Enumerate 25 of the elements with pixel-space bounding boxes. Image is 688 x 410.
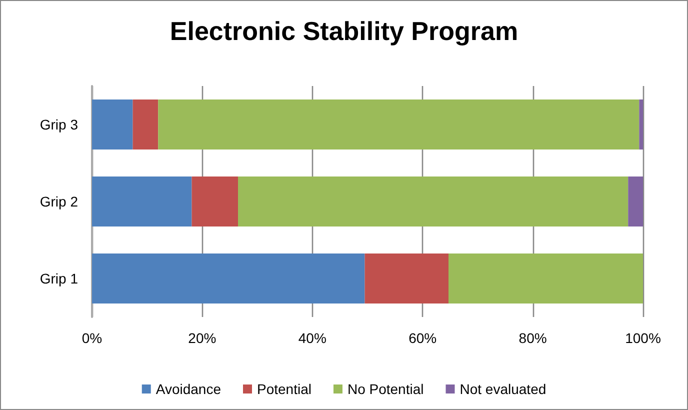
legend-label: Not evaluated [460,381,546,397]
y-tick-label: Grip 1 [40,270,78,286]
bar [628,176,643,227]
y-tick-label: Grip 2 [40,194,78,210]
legend-label: Potential [256,381,312,397]
x-tick-label: 80% [518,330,547,346]
bar [639,99,643,150]
bar [132,99,158,150]
bar [92,253,365,304]
bar [192,176,238,227]
legend-label: No Potential [347,381,424,397]
x-tick-label: 0% [82,330,102,346]
x-tick-label: 60% [408,330,437,346]
x-tick-label: 40% [298,330,326,346]
bar [238,176,628,227]
x-tick-label: 20% [188,330,216,346]
legend-label: Avoidance [156,381,222,397]
bar [158,99,640,150]
bar [448,253,643,304]
bar [92,99,133,150]
bar [92,176,192,227]
y-tick-label: Grip 3 [40,116,78,132]
bar [364,253,448,304]
chart-title: Electronic Stability Program [170,16,518,46]
x-tick-label: 100% [625,330,661,346]
